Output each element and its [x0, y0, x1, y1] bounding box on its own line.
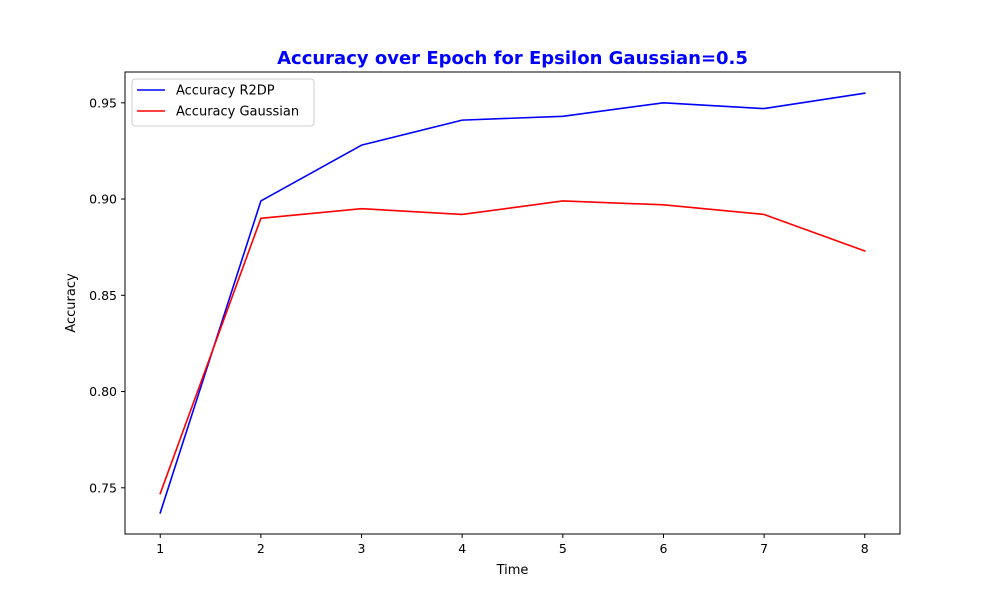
x-tick-label: 8: [861, 541, 869, 556]
legend-box: [131, 78, 315, 127]
y-tick-label: 0.85: [89, 288, 117, 303]
y-axis-label: Accuracy: [64, 273, 79, 333]
legend: Accuracy R2DP Accuracy Gaussian: [131, 78, 315, 127]
legend-label: Accuracy Gaussian: [176, 105, 299, 120]
plot-area-frame: [124, 71, 901, 535]
y-axis: 0.75 0.80 0.85 0.90 0.95: [89, 95, 125, 495]
series-lines: [159, 92, 866, 514]
y-tick-label: 0.90: [89, 192, 117, 207]
series-line-r2dp: [159, 92, 866, 514]
x-tick-label: 3: [358, 541, 366, 556]
x-axis: 1 2 3 4 5 6 7 8: [156, 534, 869, 556]
legend-label: Accuracy R2DP: [176, 84, 275, 99]
y-tick-label: 0.95: [89, 95, 117, 110]
y-tick-label: 0.80: [89, 384, 117, 399]
chart-title: Accuracy over Epoch for Epsilon Gaussian…: [277, 48, 748, 69]
x-tick-label: 6: [659, 541, 667, 556]
x-tick-label: 1: [156, 541, 164, 556]
x-tick-label: 4: [458, 541, 466, 556]
series-line-gaussian: [159, 200, 866, 495]
x-tick-label: 2: [257, 541, 265, 556]
x-tick-label: 5: [559, 541, 567, 556]
x-axis-label: Time: [496, 563, 529, 578]
y-tick-label: 0.75: [89, 480, 117, 495]
x-tick-label: 7: [760, 541, 768, 556]
